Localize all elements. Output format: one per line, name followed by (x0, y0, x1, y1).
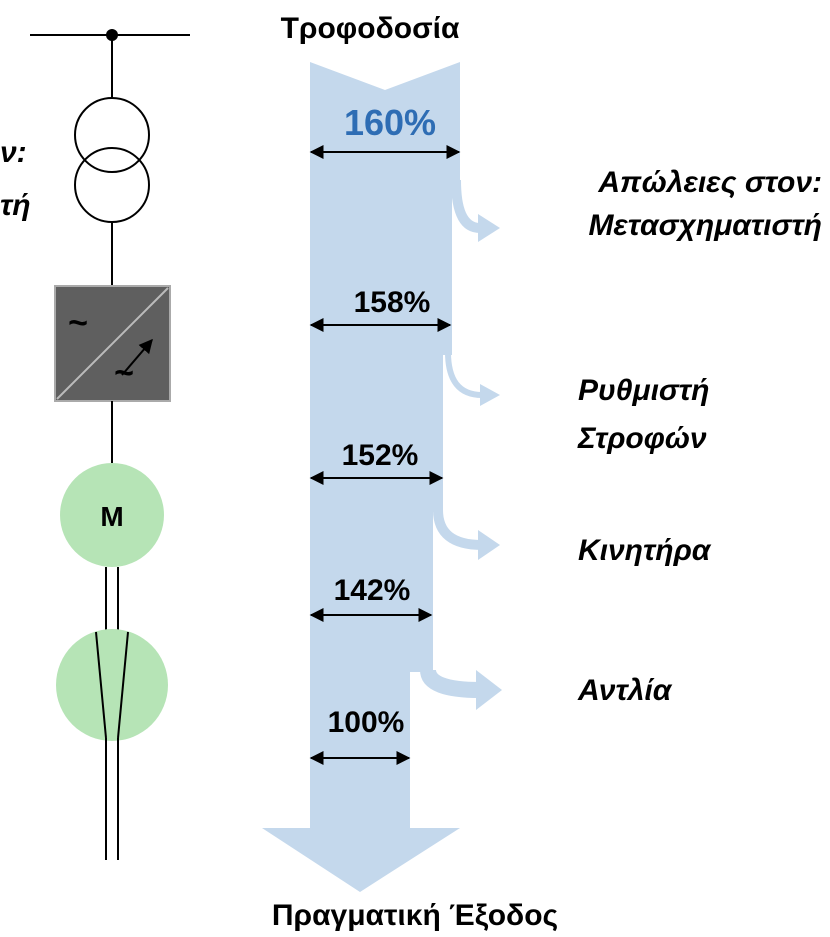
level-label: 158% (354, 286, 431, 319)
loss-label: Κινητήρα (578, 534, 712, 567)
loss-label: Μετασχηματιστή (588, 209, 822, 242)
schematic (30, 29, 190, 860)
level-label: 152% (342, 439, 419, 472)
converter-output: ~ (114, 354, 134, 392)
level-arrows (309, 145, 461, 765)
loss-branches (420, 179, 483, 698)
level-label: 142% (334, 574, 411, 607)
cropped-label: τή (0, 189, 31, 222)
loss-label: Αντλία (577, 674, 673, 707)
converter-input: ~ (68, 304, 88, 342)
level-label: 100% (328, 706, 405, 739)
branch-heads (476, 214, 502, 710)
title: Τροφοδοσία (281, 12, 460, 45)
output-label: Πραγματική Έξοδος (272, 899, 558, 932)
loss-label: Στροφών (577, 422, 707, 455)
level-label: 160% (344, 102, 436, 143)
loss-label: Ρυθμιστή (578, 374, 709, 407)
loss-header: Απώλειες στον: (597, 166, 822, 199)
cropped-label: ν: (0, 136, 27, 169)
motor-label: M (100, 501, 123, 532)
